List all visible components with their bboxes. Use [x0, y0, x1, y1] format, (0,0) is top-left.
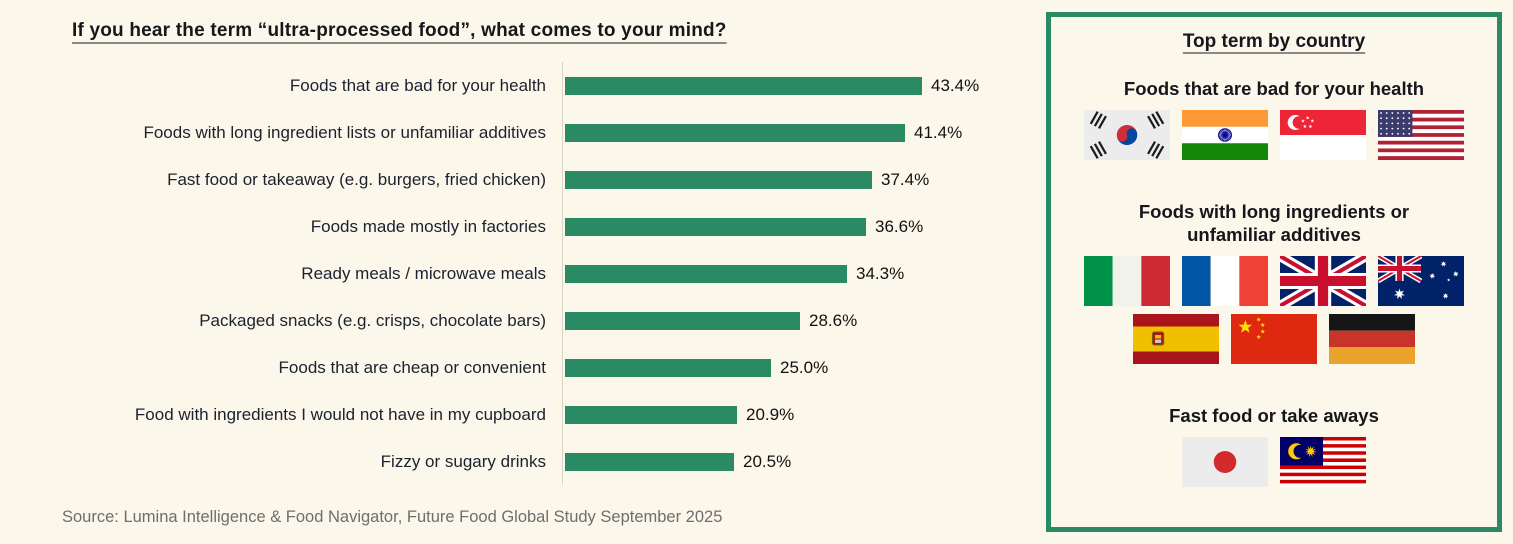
bar [565, 217, 866, 236]
chart-row: Packaged snacks (e.g. crisps, chocolate … [30, 297, 979, 344]
bar-label: Foods made mostly in factories [310, 216, 546, 236]
bar-label: Food with ingredients I would not have i… [134, 404, 546, 424]
bar-label: Foods that are bad for your health [289, 75, 546, 95]
bar-label: Foods that are cheap or convenient [278, 357, 546, 377]
flag-row [1051, 436, 1497, 487]
chart-row: Foods that are bad for your health 43.4% [30, 62, 979, 109]
bar-area: 37.4% [562, 156, 929, 203]
india-flag-icon [1182, 109, 1268, 160]
bar-area: 25.0% [562, 344, 828, 391]
bar-label: Fast food or takeaway (e.g. burgers, fri… [167, 169, 546, 189]
bar-area: 41.4% [562, 109, 962, 156]
bar [565, 358, 771, 377]
section-heading: Foods that are bad for your health [1123, 78, 1425, 99]
chart-row: Food with ingredients I would not have i… [30, 391, 979, 438]
china-flag-icon [1231, 314, 1317, 365]
bar-label: Fizzy or sugary drinks [380, 451, 546, 471]
bar-area: 34.3% [562, 250, 904, 297]
bar [565, 264, 847, 283]
panel-section: Fast food or take aways [1051, 404, 1497, 487]
bar [565, 170, 872, 189]
malaysia-flag-icon [1280, 436, 1366, 487]
bar-area: 43.4% [562, 62, 979, 109]
panel-title: Top term by country [1182, 31, 1366, 52]
spain-flag-icon [1133, 314, 1219, 365]
bar [565, 76, 922, 95]
bar-value: 25.0% [780, 357, 829, 377]
germany-flag-icon [1329, 314, 1415, 365]
bar-value: 41.4% [914, 122, 963, 142]
flag-row [1051, 109, 1497, 160]
panel-section: Foods with long ingredients or unfamilia… [1051, 200, 1497, 365]
panel-sections: Foods that are bad for your health Foods … [1051, 77, 1497, 487]
chart-title: If you hear the term “ultra-processed fo… [72, 20, 727, 41]
bar-value: 37.4% [881, 169, 930, 189]
japan-flag-icon [1182, 436, 1268, 487]
panel-section: Foods that are bad for your health [1051, 77, 1497, 160]
chart-row: Foods with long ingredient lists or unfa… [30, 109, 979, 156]
bar-value: 34.3% [856, 263, 905, 283]
bar-area: 36.6% [562, 203, 923, 250]
chart-row: Fast food or takeaway (e.g. burgers, fri… [30, 156, 979, 203]
chart-row: Ready meals / microwave meals 34.3% [30, 250, 979, 297]
france-flag-icon [1182, 256, 1268, 307]
source-note: Source: Lumina Intelligence & Food Navig… [62, 508, 723, 526]
flag-row [1051, 256, 1497, 365]
uk-flag-icon [1280, 256, 1366, 307]
chart-row: Foods that are cheap or convenient 25.0% [30, 344, 979, 391]
bar [565, 311, 800, 330]
top-term-by-country-panel: Top term by country Foods that are bad f… [1046, 12, 1502, 532]
chart-row: Fizzy or sugary drinks 20.5% [30, 438, 979, 485]
bar-area: 20.9% [562, 391, 794, 438]
bar-chart: Foods that are bad for your health 43.4% F… [30, 62, 979, 485]
section-heading: Fast food or take aways [1169, 405, 1379, 427]
bar-value: 36.6% [875, 216, 924, 236]
usa-flag-icon [1378, 109, 1464, 160]
australia-flag-icon [1378, 256, 1464, 307]
singapore-flag-icon [1280, 109, 1366, 160]
bar-label: Ready meals / microwave meals [301, 263, 546, 283]
bar-label: Packaged snacks (e.g. crisps, chocolate … [199, 310, 546, 330]
bar [565, 452, 734, 471]
bar-area: 28.6% [562, 297, 857, 344]
bar [565, 405, 737, 424]
bar-area: 20.5% [562, 438, 791, 485]
bar-label: Foods with long ingredient lists or unfa… [143, 122, 546, 142]
bar-value: 28.6% [809, 310, 858, 330]
south-korea-flag-icon [1084, 109, 1170, 160]
bar-value: 43.4% [931, 75, 980, 95]
section-heading: Foods with long ingredients or unfamilia… [1138, 200, 1410, 246]
italy-flag-icon [1084, 256, 1170, 307]
chart-row: Foods made mostly in factories 36.6% [30, 203, 979, 250]
bar-value: 20.5% [743, 451, 792, 471]
bar [565, 123, 905, 142]
bar-value: 20.9% [746, 404, 795, 424]
